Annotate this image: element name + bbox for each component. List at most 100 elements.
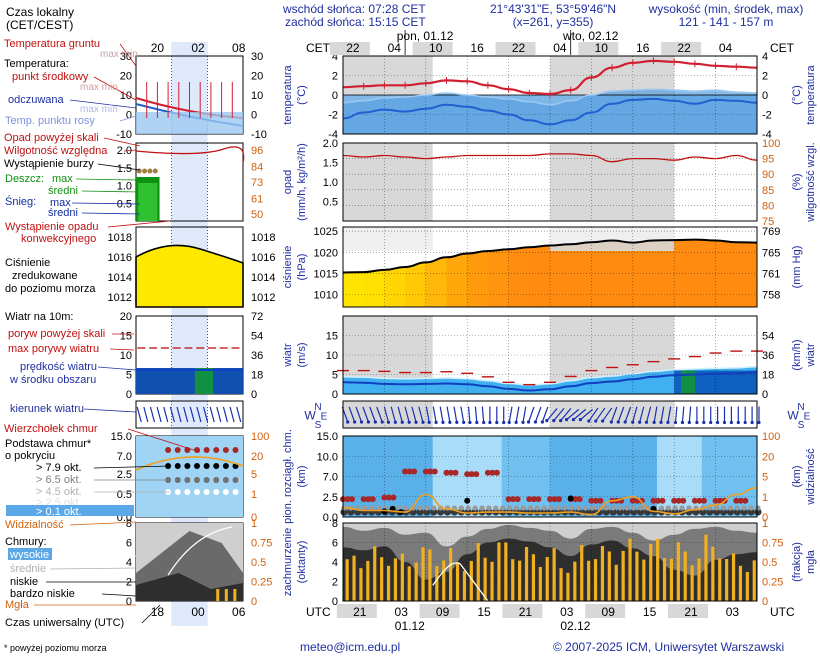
cloud-base-dot-light [520,505,527,511]
wind-arrow [376,406,383,423]
legend-pressure-tick: 1012 [108,292,132,304]
wind-arrow-head [638,420,642,424]
legend-cloud-low: niskie [10,576,38,588]
pressure-fill-band [715,227,737,307]
cloud-top-dot [448,469,454,476]
wind-arrow [515,406,520,423]
cloud-base-dot-light [562,505,568,511]
cet-tick-bg [619,42,660,55]
visibility-tick: 0 [762,512,768,524]
cet-tick: 16 [636,41,650,55]
legend-cet-tick: 08 [232,41,246,55]
legend-gust-max: max porywy wiatru [8,343,99,355]
cloud-km-tick: 0.0 [323,512,338,524]
fog-bar [476,543,480,601]
cloud-top-dot [473,471,480,478]
wind-arrow-head [644,420,649,424]
wind-arrow-head [545,419,549,423]
cloud-top-dot [505,496,512,503]
legend-precip-tick: 1.0 [117,181,132,193]
day2-utc-label: 02.12 [560,619,590,633]
wind-kmh-tick: 54 [762,331,774,343]
legend-visibility: Widzialność [5,519,64,531]
fog-bar [738,565,743,601]
precip-night [343,143,433,221]
legend-humidity-leader [123,149,137,152]
utc-tick: 21 [519,605,533,619]
legend-temp-tick-r: 0 [251,110,257,122]
utc-tick-bg [419,604,460,618]
legend-pressure-tick: 1014 [108,272,132,284]
legend-storm: Wystąpienie burzy [4,158,94,170]
press-frame [342,226,758,308]
legend-cloud-vlow: bardzo niskie [10,588,75,600]
wind-arrow-head [421,420,425,424]
utc-tick-bg [378,604,419,618]
legend-fog-tick: 0.25 [251,577,272,589]
cloud-base-dot-light [465,505,471,511]
legend-cloud-base-dot2 [232,477,239,483]
cloud-base-dot [726,508,735,516]
cet-tick: 04 [388,41,402,55]
legend-wind-arrow [156,406,162,423]
wind-arrow-head [652,420,656,424]
fog-bar [428,549,432,601]
wind-arrow [639,406,645,423]
legend-felt-leader [69,99,137,109]
legend-cloud-base-dot2 [222,477,229,483]
cloud-top-dot [691,497,698,504]
cloud-base-dot-light [369,505,375,511]
cloud-base-dot-light [513,505,520,511]
pressure-mmhg-tick: 769 [762,226,780,238]
temp-night [343,56,433,95]
wind-arrow [560,407,572,422]
wind-arrow-head [434,420,438,424]
wind-arrow [362,406,369,423]
pressure-axis-unit: (hPa) [296,254,308,281]
fog-bar [538,567,542,601]
wind-arrow-head [564,418,569,422]
legend-cloud-tick: 15.0 [111,431,132,443]
cloud-base-dot [616,508,624,516]
fog-tick: 0.5 [762,557,777,569]
legend-cloud-mid: średnie [10,563,46,575]
cloud-top-dot [530,496,537,503]
temp-tick: 4 [332,51,338,63]
fog-bar [386,565,391,601]
precip-night [550,143,675,221]
compass-right-s: S [798,420,805,431]
cloud-base-dot [609,508,617,516]
cloud-top-dot [510,496,517,503]
temp-tick: 0 [332,90,338,102]
wind-arrow-head [359,420,364,424]
legend-utc-tick: 06 [232,605,246,619]
fog-bar [352,555,356,601]
wind-arrow-head [373,420,377,424]
legend-vis-tick: 5 [251,469,257,481]
wind-arrow-head [462,420,466,424]
fog-bar [359,568,363,601]
pressure-above-veil [343,227,757,273]
cloud-base-dot-light [479,505,485,511]
cloud-top-dot [556,496,562,503]
legend-temp-tick: -10 [116,129,132,141]
cloud-top-dot [427,468,434,475]
cloud-top-dot [381,494,388,501]
wind-arrow [602,407,613,422]
wind-arrow-head [680,420,685,425]
cloud-base-dot [416,508,424,516]
cet-tick-bg [412,42,453,55]
legend-pressure-tick-r: 1018 [251,232,275,244]
wind-tick: 5 [332,370,338,382]
fog-tick: 1 [762,518,768,530]
legend-wind-dir-leader [83,408,137,413]
legend-temp-tick-r: 30 [251,51,263,63]
legend-cover-tick: 2 [126,577,132,589]
legend-ground-temp: Temperatura gruntu [4,38,100,50]
cloud-base-dot-light [493,505,499,511]
cloud-frame [342,435,758,518]
email-link[interactable]: meteo@icm.edu.pl [300,640,401,654]
utc-tick: 21 [684,605,698,619]
cloud-base-dot-light [534,505,540,511]
precip-axis-unit: (mm/h, kg/m²/h) [296,143,308,221]
